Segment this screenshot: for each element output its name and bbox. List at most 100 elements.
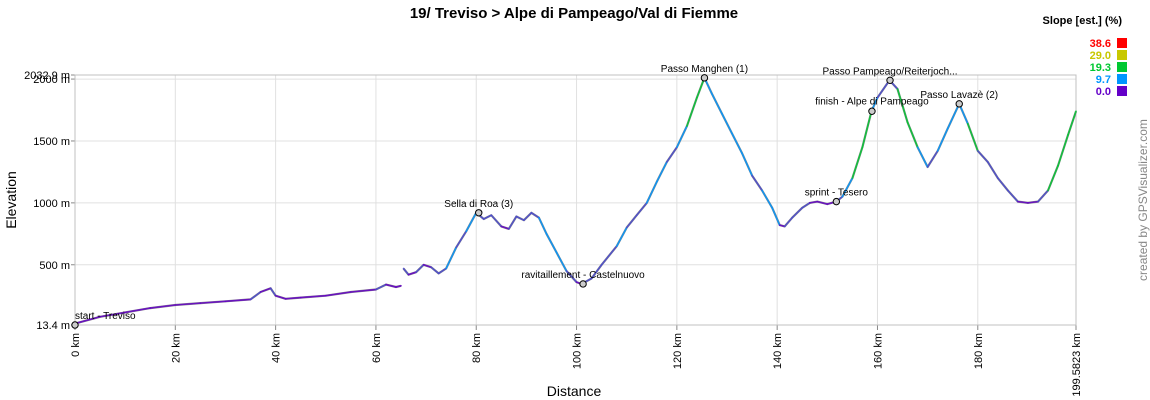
slope-segment xyxy=(482,214,493,220)
slope-segment xyxy=(816,200,829,205)
slope-segment xyxy=(402,267,410,276)
slope-segment xyxy=(274,294,287,300)
slope-segment xyxy=(555,251,568,272)
slope-segment xyxy=(1067,110,1077,136)
slope-segment xyxy=(1037,189,1049,203)
slope-segment xyxy=(1027,200,1039,204)
legend-swatch xyxy=(1117,62,1127,72)
slope-segment xyxy=(508,215,518,230)
slope-segment xyxy=(676,125,688,148)
slope-segment xyxy=(801,202,811,209)
plot-area-frame xyxy=(74,74,1077,326)
waypoint-marker xyxy=(886,76,894,85)
legend-value: 38.6 xyxy=(1090,38,1111,50)
slope-segment xyxy=(385,283,397,288)
x-tick-label: 40 km xyxy=(271,333,283,363)
waypoint-marker xyxy=(579,280,587,288)
slope-segment xyxy=(711,93,723,115)
waypoint-label: Sella di Roa (3) xyxy=(444,199,513,210)
x-tick-label: 160 km xyxy=(872,333,884,369)
x-axis-label: Distance xyxy=(547,383,602,399)
x-tick-label: 100 km xyxy=(572,333,584,369)
legend-value: 9.7 xyxy=(1096,74,1111,86)
slope-segment xyxy=(645,181,658,204)
slope-segment xyxy=(538,216,548,235)
y-tick-label: 13.4 m xyxy=(36,320,70,332)
slope-segment xyxy=(741,152,753,177)
slope-segment xyxy=(751,174,763,192)
waypoint-marker xyxy=(475,209,483,217)
waypoint-marker xyxy=(955,100,963,108)
waypoint-label: finish - Alpe di Pampeago xyxy=(815,96,929,107)
waypoint-marker xyxy=(868,107,876,115)
waypoint-marker xyxy=(700,74,709,82)
slope-segment xyxy=(74,315,101,325)
waypoint-marker xyxy=(832,197,841,206)
slope-segment xyxy=(430,266,440,275)
waypoint-label: Passo Manghen (1) xyxy=(661,64,748,75)
y-tick-label: 2000 m xyxy=(33,74,70,86)
slope-segment xyxy=(771,207,781,226)
slope-segment xyxy=(783,216,794,228)
slope-segment xyxy=(199,300,227,304)
x-tick-label: 140 km xyxy=(772,333,784,369)
slope-segment xyxy=(415,263,425,273)
slope-segment xyxy=(500,225,510,230)
slope-segment xyxy=(600,245,618,266)
slope-segment xyxy=(976,150,989,163)
legend-value: 0.0 xyxy=(1096,86,1111,98)
chart-title: 19/ Treviso > Alpe di Pampeago/Val di Fi… xyxy=(410,5,738,22)
slope-segment xyxy=(997,177,1009,192)
slope-segment xyxy=(259,287,272,293)
x-tick-label: 180 km xyxy=(973,333,985,369)
slope-segment xyxy=(916,146,929,168)
x-tick-label: 20 km xyxy=(170,333,182,363)
credit-text: created by GPSVisualizer.com xyxy=(1136,119,1150,281)
slope-segment xyxy=(455,230,468,249)
slope-segment xyxy=(395,285,402,288)
y-tick-label: 500 m xyxy=(39,260,70,272)
slope-legend: Slope [est.] (%) 38.629.019.39.70.0 xyxy=(1043,15,1127,98)
slope-segment xyxy=(761,189,773,209)
slope-segment xyxy=(841,177,854,198)
slope-segment xyxy=(731,132,743,155)
slope-segment xyxy=(876,79,891,99)
axis-ticks: 0 km 20 km 40 km 60 km 80 km 100 km 120 km 140 … xyxy=(24,70,1083,397)
slope-segment xyxy=(490,214,503,228)
x-tick-label: 199.5823 km xyxy=(1071,333,1083,397)
waypoint-label: ravitaillement - Castelnuovo xyxy=(521,270,645,281)
slope-segment xyxy=(861,110,873,148)
slope-segment xyxy=(686,96,698,127)
elevation-series xyxy=(74,76,1078,325)
legend-swatch xyxy=(1117,50,1127,60)
y-axis-label: Elevation xyxy=(3,171,19,229)
slope-segment xyxy=(851,146,864,179)
slope-segment xyxy=(299,294,327,299)
slope-segment xyxy=(375,283,387,291)
slope-segment xyxy=(966,122,979,152)
slope-segment xyxy=(269,287,277,297)
slope-segment xyxy=(422,263,432,269)
slope-segment xyxy=(465,211,478,233)
slope-segment xyxy=(530,211,540,219)
legend-swatch xyxy=(1117,86,1127,96)
x-tick-label: 120 km xyxy=(672,333,684,369)
waypoint-label: Passo Lavazè (2) xyxy=(920,90,998,101)
slope-segment xyxy=(249,291,262,301)
waypoint-label: Passo Pampeago/Reiterjoch... xyxy=(822,66,957,77)
slope-segment xyxy=(635,202,648,217)
slope-segment xyxy=(1047,164,1059,192)
slope-segment xyxy=(936,127,949,152)
slope-segment xyxy=(445,246,457,270)
slope-segment xyxy=(565,270,578,283)
slope-segment xyxy=(407,271,417,276)
slope-segment xyxy=(791,207,804,219)
y-tick-label: 1000 m xyxy=(33,198,70,210)
slope-segment xyxy=(987,161,999,179)
slope-segment xyxy=(721,112,733,135)
slope-segment xyxy=(437,267,447,275)
slope-segment xyxy=(906,121,919,148)
slope-segment xyxy=(1017,200,1029,204)
waypoint-label: sprint - Tesero xyxy=(805,188,869,199)
